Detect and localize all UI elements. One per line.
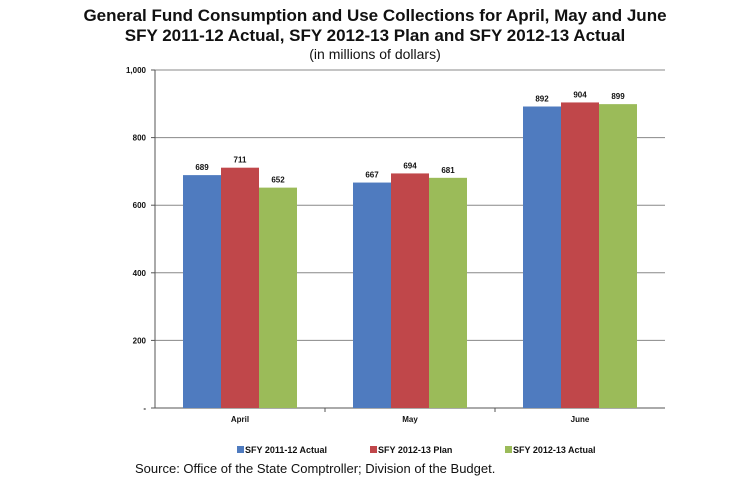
- bar: [561, 102, 599, 408]
- data-label: 652: [271, 176, 285, 185]
- chart-unit-note: (in millions of dollars): [309, 46, 441, 62]
- chart-title: General Fund Consumption and Use Collect…: [83, 6, 667, 25]
- bar: [183, 175, 221, 408]
- y-tick-label: 600: [133, 201, 147, 210]
- x-tick-label: May: [402, 415, 418, 424]
- chart-subtitle: SFY 2011-12 Actual, SFY 2012-13 Plan and…: [124, 26, 626, 45]
- data-label: 667: [365, 171, 379, 180]
- y-tick-label: 800: [133, 134, 147, 143]
- data-label: 899: [611, 92, 625, 101]
- legend-label: SFY 2012-13 Actual: [513, 445, 596, 455]
- y-tick-label: 400: [133, 269, 147, 278]
- y-tick-label: -: [143, 404, 146, 413]
- bar: [353, 182, 391, 408]
- data-label: 689: [195, 163, 209, 172]
- legend-swatch: [370, 446, 377, 453]
- x-tick-label: April: [231, 415, 249, 424]
- source-note: Source: Office of the State Comptroller;…: [135, 461, 496, 476]
- bar: [221, 167, 259, 408]
- data-label: 892: [535, 95, 549, 104]
- bar: [599, 104, 637, 408]
- bar: [391, 173, 429, 408]
- data-label: 694: [403, 161, 417, 170]
- data-label: 711: [234, 156, 247, 165]
- legend-swatch: [505, 446, 512, 453]
- legend-label: SFY 2012-13 Plan: [378, 445, 452, 455]
- data-label: 904: [573, 90, 587, 99]
- bar: [523, 106, 561, 408]
- y-tick-label: 200: [133, 336, 147, 345]
- legend-swatch: [237, 446, 244, 453]
- bar: [259, 187, 297, 408]
- legend-label: SFY 2011-12 Actual: [245, 445, 327, 455]
- x-tick-label: June: [571, 415, 590, 424]
- bar: [429, 177, 467, 408]
- y-tick-label: 1,000: [126, 66, 147, 75]
- data-label: 681: [441, 166, 455, 175]
